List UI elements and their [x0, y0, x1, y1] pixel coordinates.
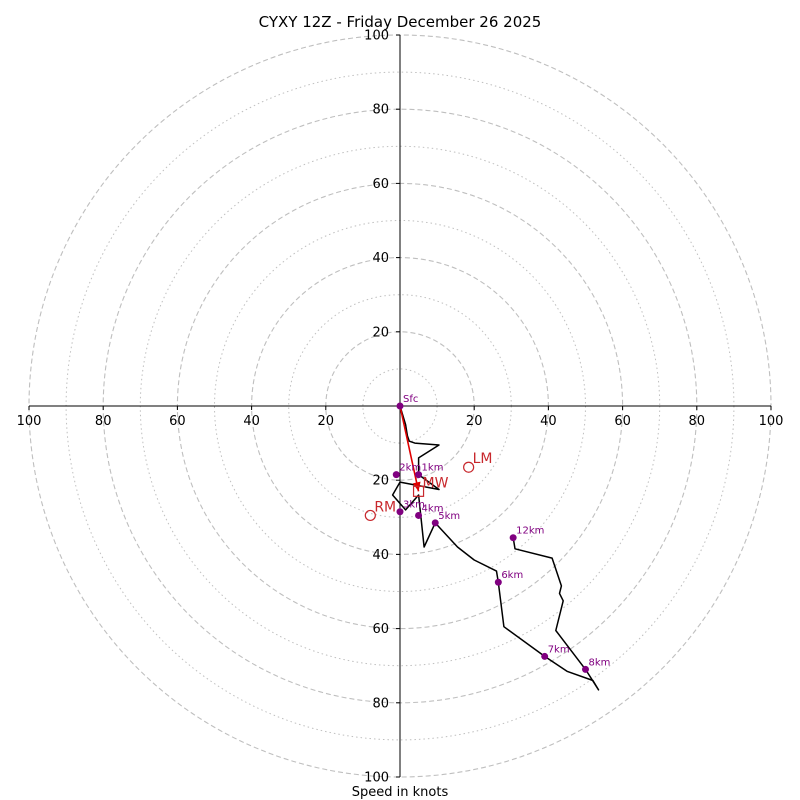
y-tick-label: 40	[372, 548, 389, 563]
y-tick-label: 20	[372, 325, 389, 340]
y-tick-label: 20	[372, 474, 389, 489]
x-tick-label: 100	[759, 414, 784, 429]
x-tick-label: 40	[243, 414, 260, 429]
mw-label: MW	[423, 475, 449, 491]
height-label-6km: 6km	[501, 570, 523, 581]
height-label-4km: 4km	[422, 503, 444, 514]
height-marker-2km	[392, 471, 400, 479]
height-marker-3km	[396, 508, 404, 516]
height-label-sfc: Sfc	[403, 394, 418, 405]
height-label-7km: 7km	[548, 644, 570, 655]
rm-label: RM	[374, 499, 396, 515]
height-label-2km: 2km	[399, 463, 421, 474]
rm-marker	[364, 509, 376, 522]
y-tick-label: 80	[372, 696, 389, 711]
y-tick-label: 60	[372, 177, 389, 192]
y-tick-label: 60	[372, 622, 389, 637]
mw-marker	[412, 485, 425, 497]
height-marker-1km	[415, 471, 423, 479]
height-marker-12km	[509, 534, 517, 542]
lm-marker	[463, 461, 475, 473]
x-tick-label: 100	[17, 414, 42, 429]
height-label-3km: 3km	[403, 500, 425, 511]
storm-motions: LM RM MW	[364, 451, 493, 522]
height-marker-5km	[431, 519, 439, 527]
hodograph-trace	[391, 405, 600, 691]
height-marker-8km	[582, 665, 589, 673]
hodograph-line	[391, 405, 600, 691]
x-tick-label: 80	[95, 414, 112, 429]
height-marker-6km	[494, 578, 502, 586]
chart-title: CYXY 12Z - Friday December 26 2025	[259, 13, 542, 31]
x-tick-label: 20	[466, 414, 483, 429]
height-label-1km: 1km	[422, 463, 444, 474]
height-marker-7km	[541, 652, 549, 660]
lm-label: LM	[473, 451, 493, 467]
height-label-12km: 12km	[516, 526, 544, 537]
height-marker-4km	[415, 511, 423, 519]
height-label-5km: 5km	[438, 511, 460, 522]
x-tick-label: 80	[689, 414, 706, 429]
shear-vector-line	[399, 405, 420, 492]
x-tick-label: 60	[614, 414, 631, 429]
x-tick-label: 40	[540, 414, 557, 429]
x-tick-label: 20	[318, 414, 335, 429]
y-tick-label: 40	[372, 251, 389, 266]
height-marker-sfc	[396, 402, 404, 410]
x-axis-label: Speed in knots	[352, 785, 449, 800]
y-tick-label: 100	[364, 29, 389, 44]
y-tick-label: 100	[364, 771, 389, 786]
height-label-8km: 8km	[589, 657, 611, 668]
x-tick-label: 60	[169, 414, 186, 429]
y-tick-label: 80	[372, 103, 389, 118]
tick-labels: 100 80 60 40 20 20 40 60 80 100 100 80 60 40 20 20 40 60 8…	[17, 29, 784, 786]
